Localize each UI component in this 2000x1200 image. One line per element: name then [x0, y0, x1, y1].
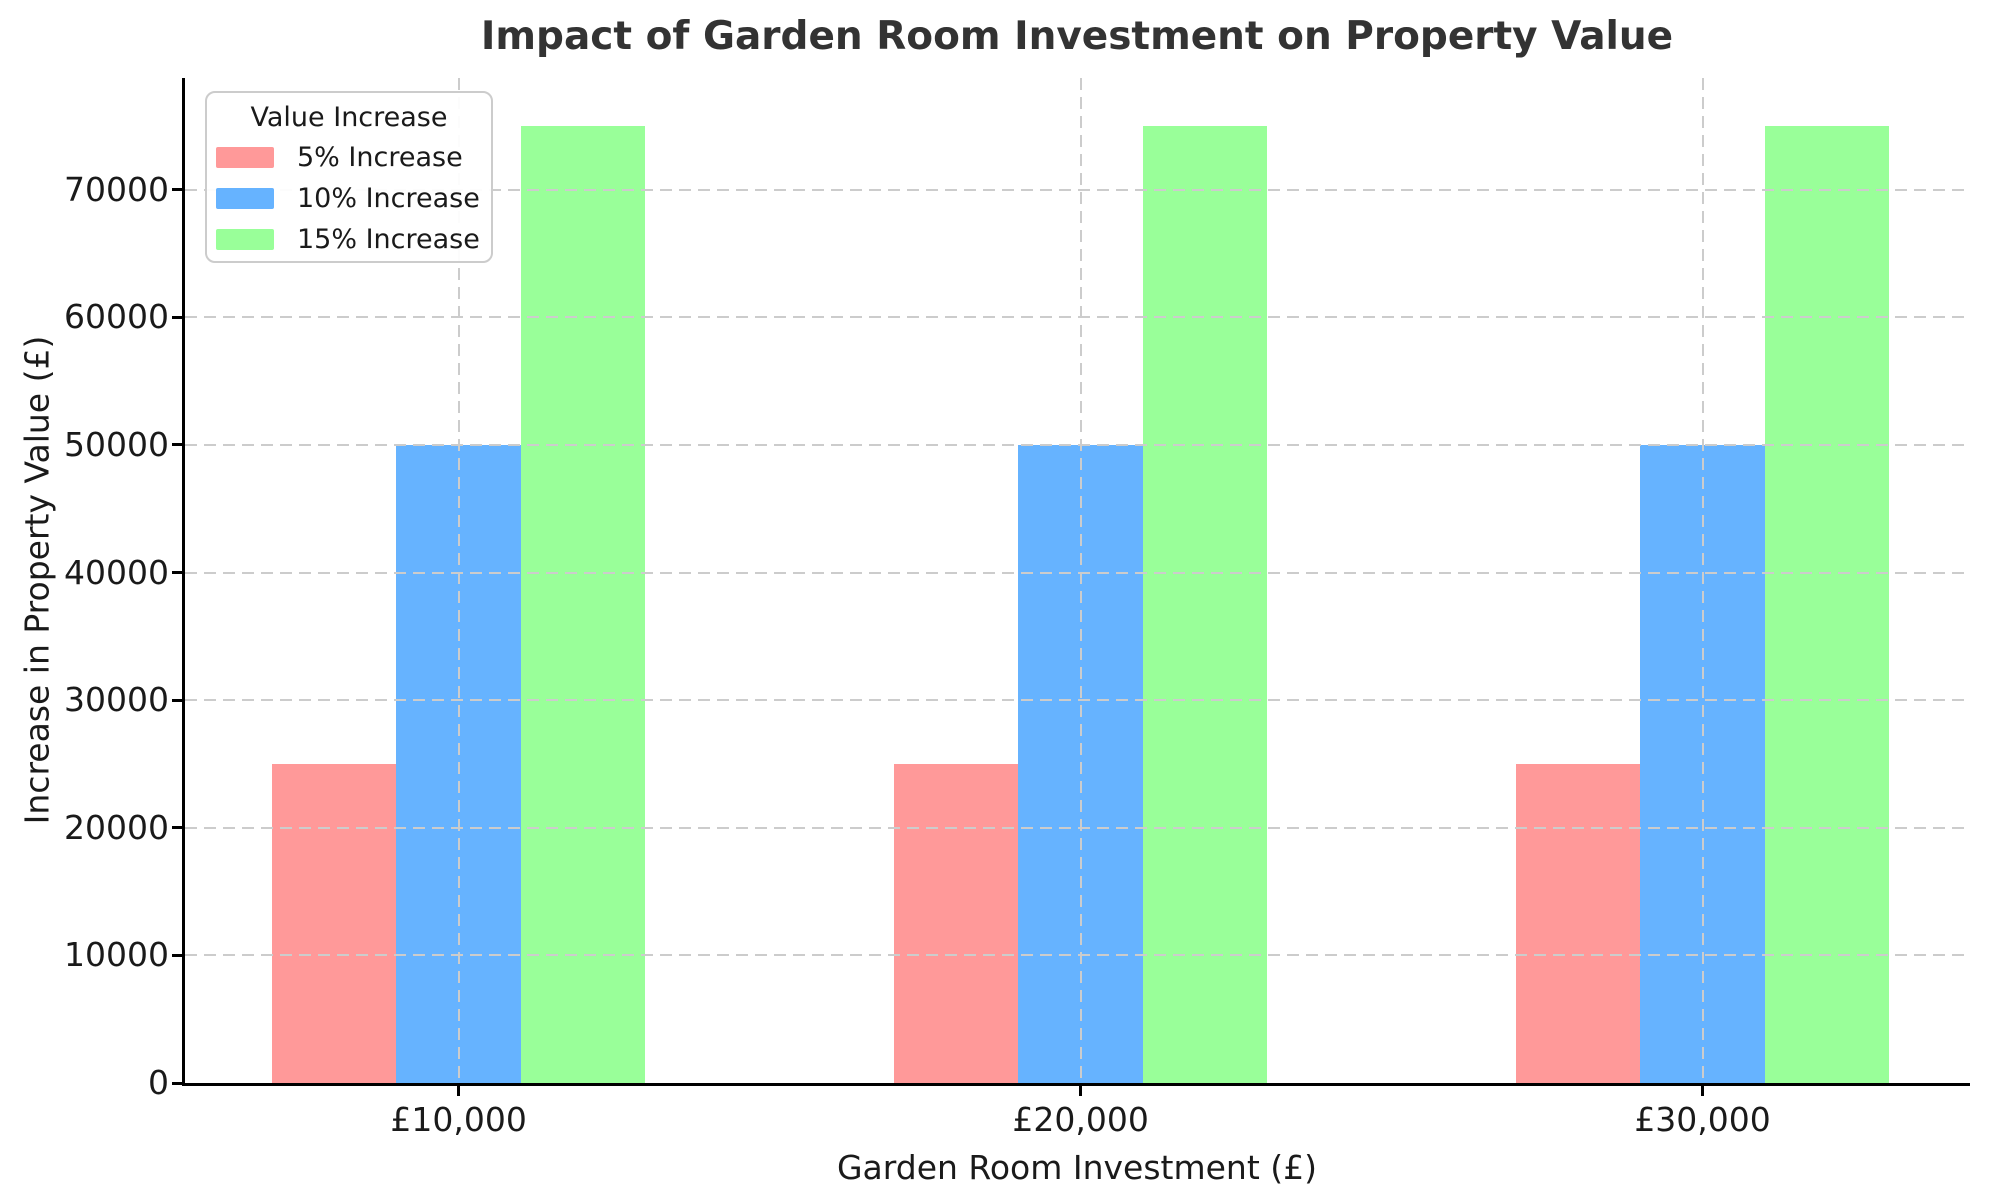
y-axis-spine: [182, 78, 185, 1086]
y-tick-label-70000: 70000: [64, 169, 169, 209]
legend-swatch-10-increase: [216, 188, 274, 209]
legend-swatch-15-increase: [216, 229, 274, 250]
gridline-v-30-000: [1701, 78, 1704, 1083]
bar-20-000-15-increase: [1142, 125, 1268, 1083]
plot-area: 0 10000 20000 30000 40000 50000 60000 70000 £10,…: [64, 78, 1970, 1139]
gridline-h-50000: [185, 443, 1970, 446]
legend-items: 5% Increase 10% Increase 15% Increase: [207, 137, 491, 260]
y-tick-label-60000: 60000: [64, 297, 169, 337]
gridline-h-40000: [185, 571, 1970, 574]
legend-swatch-5-increase: [216, 147, 274, 168]
gridline-h-10000: [185, 954, 1970, 957]
y-tick-10000: [172, 953, 182, 957]
y-tick-0: [172, 1081, 182, 1085]
x-tick-20-000: [1079, 1086, 1083, 1096]
bar-10-000-5-increase: [272, 763, 397, 1083]
y-tick-70000: [172, 188, 182, 192]
x-tick-10-000: [457, 1086, 461, 1096]
y-tick-label-20000: 20000: [64, 807, 169, 847]
bar-20-000-5-increase: [894, 763, 1019, 1083]
legend-label-10-increase: 10% Increase: [297, 183, 480, 214]
bar-10-000-15-increase: [520, 125, 646, 1083]
y-tick-20000: [172, 826, 182, 830]
y-tick-label-40000: 40000: [64, 552, 169, 592]
y-tick-60000: [172, 315, 182, 319]
x-axis-title: Garden Room Investment (£): [836, 1148, 1318, 1187]
legend-item-10-increase: 10% Increase: [207, 178, 491, 219]
y-tick-label-50000: 50000: [64, 424, 169, 464]
y-tick-30000: [172, 698, 182, 702]
gridline-v-20-000: [1079, 78, 1082, 1083]
y-tick-label-30000: 30000: [64, 680, 169, 720]
x-tick-label-30-000: £30,000: [1634, 1100, 1771, 1139]
gridline-h-20000: [185, 826, 1970, 829]
legend: Value Increase 5% Increase 10% Increase 15…: [205, 91, 493, 263]
bar-30-000-15-increase: [1764, 125, 1890, 1083]
x-tick-label-20-000: £20,000: [1012, 1100, 1149, 1139]
gridline-h-60000: [185, 316, 1970, 319]
legend-label-5-increase: 5% Increase: [297, 142, 463, 173]
gridline-h-70000: [185, 188, 1970, 191]
y-tick-label-10000: 10000: [64, 935, 169, 975]
x-axis-spine: [182, 1083, 1970, 1086]
legend-title: Value Increase: [250, 102, 448, 133]
x-tick-30-000: [1701, 1086, 1705, 1096]
bar-30-000-5-increase: [1515, 763, 1641, 1083]
y-tick-40000: [172, 571, 182, 575]
gridline-h-30000: [185, 699, 1970, 702]
gridline-v-10-000: [457, 78, 460, 1083]
x-tick-label-10-000: £10,000: [390, 1100, 527, 1139]
legend-label-15-increase: 15% Increase: [297, 224, 480, 255]
chart-title: Impact of Garden Room Investment on Prop…: [480, 14, 1674, 59]
legend-item-5-increase: 5% Increase: [207, 137, 491, 178]
y-tick-label-0: 0: [148, 1063, 169, 1102]
y-tick-50000: [172, 443, 182, 447]
legend-item-15-increase: 15% Increase: [207, 219, 491, 260]
y-axis-title: Increase in Property Value (£): [17, 335, 57, 825]
